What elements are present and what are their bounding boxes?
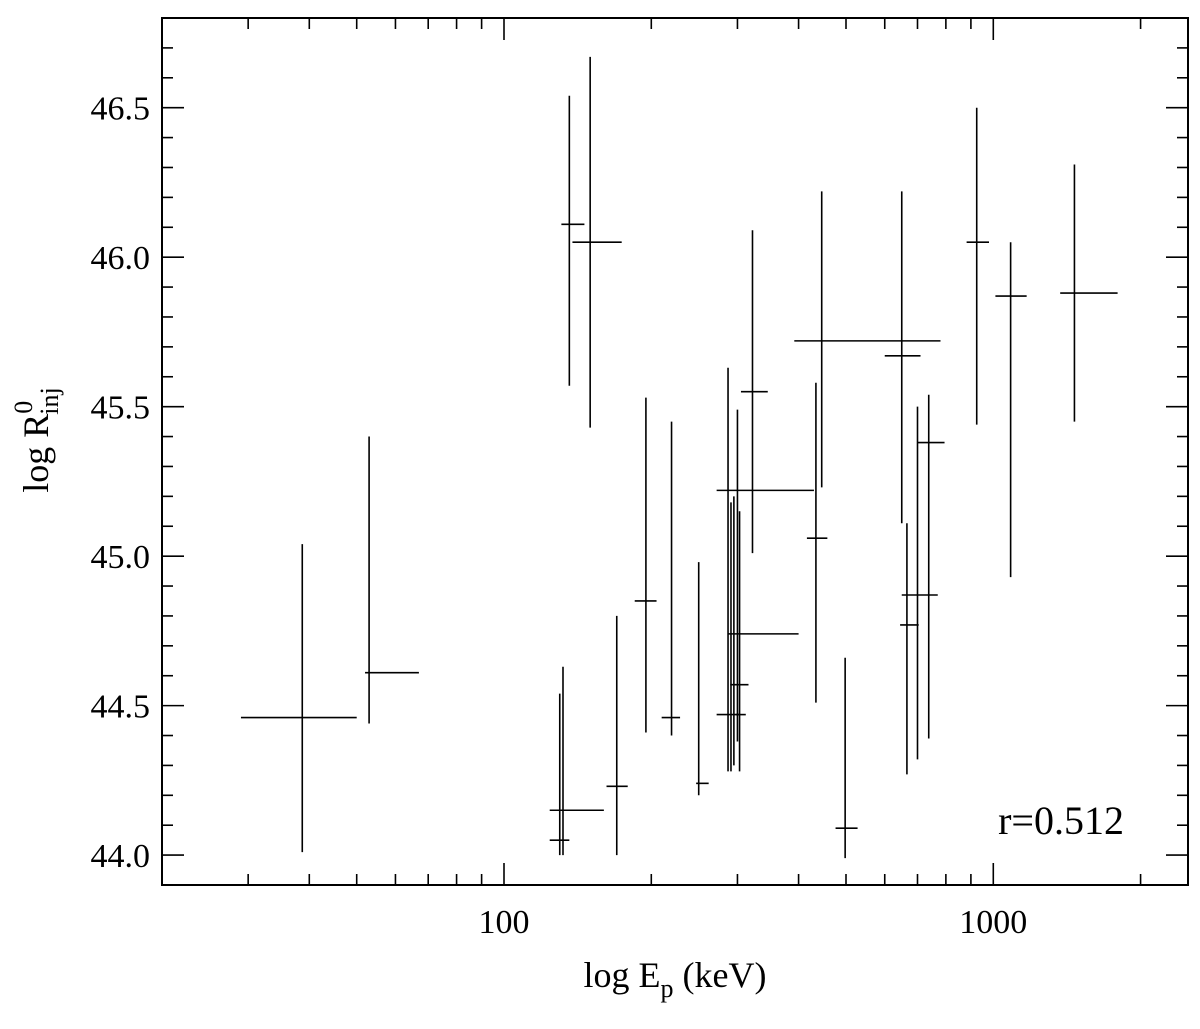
error-bar-point (806, 382, 828, 703)
error-bar-point (995, 242, 1027, 578)
correlation-annotation: r=0.512 (998, 798, 1124, 843)
error-bar-point (901, 406, 938, 760)
error-bar-point (561, 95, 585, 386)
y-axis-label: log R0inj (9, 387, 64, 492)
error-bar-point (634, 397, 657, 733)
error-bar-point (794, 191, 941, 488)
y-tick-label: 45.5 (91, 390, 151, 427)
error-bar-point (1060, 164, 1118, 422)
y-tick-label: 46.5 (91, 91, 151, 128)
error-bar-point (365, 436, 419, 724)
error-bar-point (900, 523, 919, 775)
axis-ticks (161, 17, 1188, 886)
y-tick-label: 44.5 (91, 689, 151, 726)
tick-labels: 100 1000 44.0 44.5 45.0 45.5 46.0 46.5 (91, 91, 1028, 941)
y-tick-label: 45.0 (91, 539, 151, 576)
error-bar-point (917, 394, 945, 739)
error-bar-point (728, 409, 799, 742)
x-axis-label: log Ep (keV) (584, 955, 767, 1003)
error-bar-point (661, 421, 681, 736)
plot-frame (161, 17, 1189, 886)
error-bar-point (549, 693, 570, 856)
error-bar-point (572, 56, 622, 428)
error-bar-point (740, 230, 768, 554)
y-tick-label: 44.0 (91, 838, 151, 875)
error-bar-point (736, 511, 746, 772)
error-bar-point (696, 562, 709, 796)
error-bar-point (716, 489, 814, 772)
error-bar-point (606, 615, 628, 856)
error-bar-point (240, 544, 357, 853)
y-tick-label: 46.0 (91, 240, 151, 277)
x-tick-label: 100 (479, 904, 530, 941)
error-bar-point (835, 657, 858, 859)
error-bar-point (966, 107, 989, 425)
error-bar-point (884, 191, 921, 524)
x-tick-label: 1000 (959, 904, 1027, 941)
data-points (240, 56, 1118, 859)
error-bar-point (549, 666, 604, 856)
